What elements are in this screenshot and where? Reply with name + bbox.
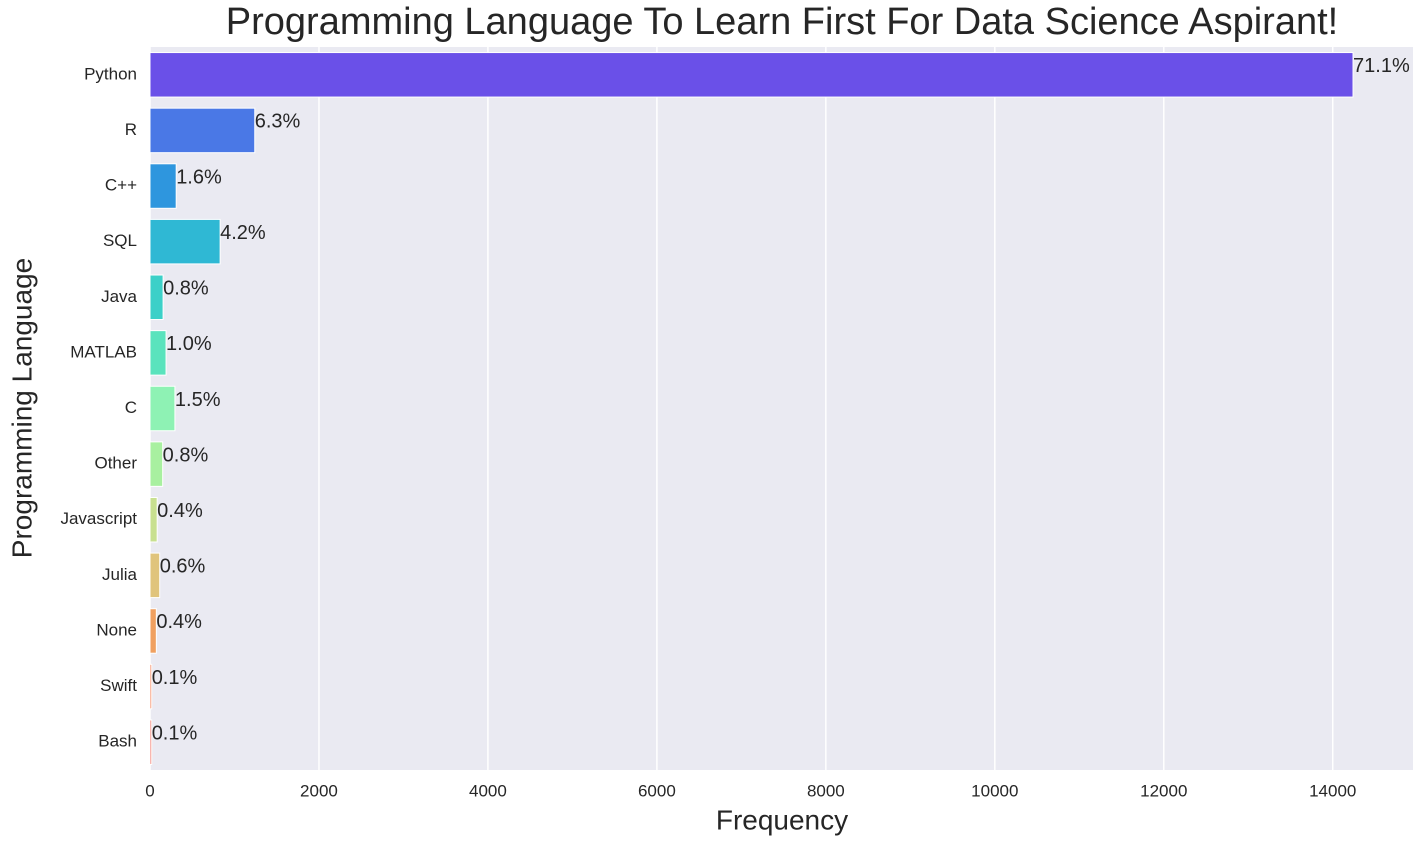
bar bbox=[149, 552, 161, 599]
y-tick-label: C++ bbox=[105, 176, 137, 195]
y-tick-label: C bbox=[125, 398, 137, 417]
bar-annotation: 0.4% bbox=[156, 611, 202, 633]
bar bbox=[149, 163, 177, 209]
bar bbox=[149, 441, 164, 487]
x-tick-label: 14000 bbox=[1309, 781, 1356, 800]
bar-annotation: 0.8% bbox=[163, 278, 209, 300]
bar-annotation: 0.6% bbox=[160, 556, 206, 578]
bar bbox=[149, 330, 167, 376]
bar bbox=[149, 52, 1354, 98]
y-tick-label: Java bbox=[101, 287, 137, 306]
y-tick-label: SQL bbox=[103, 231, 137, 250]
y-tick-label: MATLAB bbox=[70, 342, 137, 361]
x-tick-label: 12000 bbox=[1140, 781, 1187, 800]
y-tick-label: Bash bbox=[98, 732, 137, 751]
bar-annotation: 0.8% bbox=[163, 444, 209, 466]
bar bbox=[149, 719, 153, 765]
x-tick-label: 8000 bbox=[807, 781, 845, 800]
x-tick-label: 0 bbox=[145, 781, 154, 800]
y-tick-label: Julia bbox=[102, 565, 138, 584]
y-tick-label: R bbox=[125, 120, 137, 139]
bar bbox=[149, 608, 157, 654]
x-tick-label: 2000 bbox=[300, 781, 338, 800]
x-tick-label: 4000 bbox=[469, 781, 507, 800]
bar-annotation: 0.1% bbox=[152, 722, 198, 744]
bar-annotation: 1.0% bbox=[166, 333, 212, 355]
bar-annotation: 1.6% bbox=[176, 166, 222, 188]
bar-annotation: 1.5% bbox=[175, 389, 221, 411]
x-tick-label: 6000 bbox=[638, 781, 676, 800]
bar bbox=[149, 218, 221, 265]
x-tick-label: 10000 bbox=[971, 781, 1018, 800]
bar-annotation: 71.1% bbox=[1353, 55, 1410, 77]
bar bbox=[149, 663, 153, 710]
bar bbox=[149, 496, 158, 543]
y-tick-label: Swift bbox=[100, 676, 137, 695]
bar-annotation: 0.1% bbox=[152, 667, 198, 689]
x-axis-label: Frequency bbox=[716, 804, 848, 835]
y-tick-label: None bbox=[96, 620, 137, 639]
y-tick-label: Other bbox=[94, 454, 137, 473]
y-axis-label: Programming Language bbox=[6, 258, 37, 558]
y-tick-label: Javascript bbox=[60, 509, 137, 528]
plot-area bbox=[150, 47, 1413, 770]
bar-annotation: 4.2% bbox=[220, 222, 266, 244]
bar-annotation: 0.4% bbox=[157, 500, 203, 522]
bar bbox=[149, 274, 164, 321]
y-tick-label: Python bbox=[84, 64, 137, 83]
bar-annotation: 6.3% bbox=[255, 111, 301, 133]
bar bbox=[149, 385, 176, 432]
chart-title: Programming Language To Learn First For … bbox=[226, 1, 1338, 43]
bar bbox=[149, 107, 256, 154]
